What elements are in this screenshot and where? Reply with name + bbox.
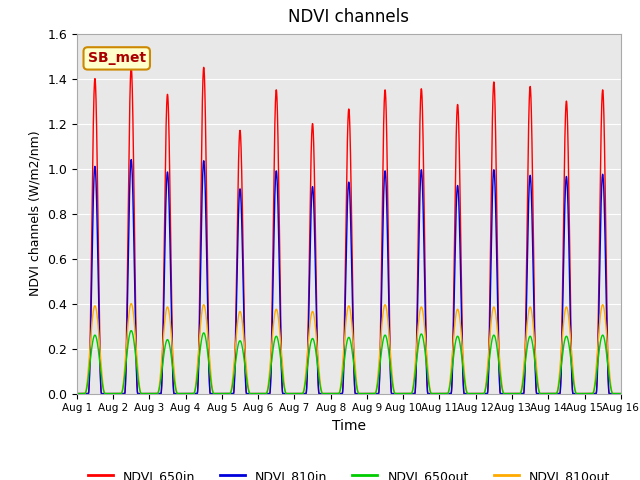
NDVI_650in <box>184 391 191 396</box>
NDVI_810in <box>127 157 135 163</box>
NDVI_650out <box>276 355 284 360</box>
NDVI_810out <box>127 301 135 307</box>
NDVI_810out <box>617 391 625 396</box>
NDVI_810out <box>501 391 509 396</box>
Line: NDVI_810out: NDVI_810out <box>77 304 621 394</box>
NDVI_810out <box>615 391 623 396</box>
Title: NDVI channels: NDVI channels <box>288 9 410 26</box>
X-axis label: Time: Time <box>332 419 366 433</box>
NDVI_810in <box>615 391 623 396</box>
NDVI_650in <box>617 391 625 396</box>
Legend: NDVI_650in, NDVI_810in, NDVI_650out, NDVI_810out: NDVI_650in, NDVI_810in, NDVI_650out, NDV… <box>83 465 615 480</box>
Line: NDVI_650in: NDVI_650in <box>77 67 621 394</box>
NDVI_650in <box>73 391 81 396</box>
NDVI_650out <box>189 391 197 396</box>
NDVI_810in <box>184 391 191 396</box>
NDVI_650out <box>617 391 625 396</box>
NDVI_650in <box>424 391 431 396</box>
NDVI_810out <box>189 391 197 396</box>
NDVI_810in <box>617 391 625 396</box>
NDVI_650out <box>615 391 623 396</box>
NDVI_650in <box>501 391 509 396</box>
NDVI_650out <box>501 391 509 396</box>
NDVI_650out <box>73 391 81 396</box>
Line: NDVI_650out: NDVI_650out <box>77 331 621 394</box>
NDVI_810in <box>501 391 509 396</box>
NDVI_810in <box>276 329 284 335</box>
NDVI_650in <box>276 307 284 313</box>
NDVI_650in <box>189 391 197 396</box>
NDVI_650out <box>424 373 431 379</box>
NDVI_810out <box>424 366 431 372</box>
Y-axis label: NDVI channels (W/m2/nm): NDVI channels (W/m2/nm) <box>29 131 42 297</box>
NDVI_650in <box>127 64 135 70</box>
NDVI_810out <box>73 391 81 396</box>
NDVI_810out <box>184 391 191 396</box>
NDVI_810in <box>73 391 81 396</box>
NDVI_810in <box>424 391 431 396</box>
Text: SB_met: SB_met <box>88 51 146 65</box>
NDVI_650out <box>127 328 135 334</box>
Line: NDVI_810in: NDVI_810in <box>77 160 621 394</box>
NDVI_810out <box>276 337 284 343</box>
NDVI_650out <box>184 391 191 396</box>
NDVI_650in <box>615 391 623 396</box>
NDVI_810in <box>189 391 197 396</box>
